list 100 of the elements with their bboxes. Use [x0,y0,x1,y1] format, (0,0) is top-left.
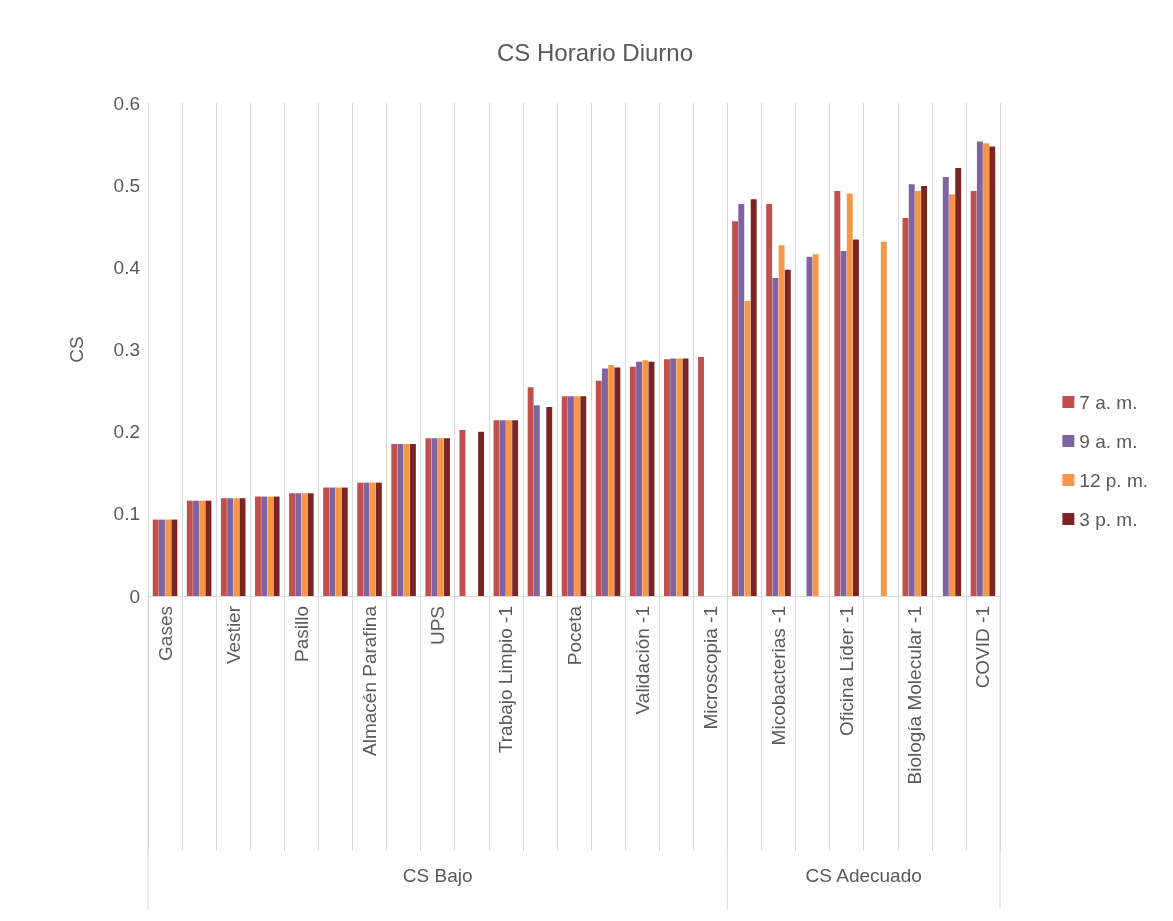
text: CS Bajo [402,864,473,886]
bar [267,496,274,596]
bar [289,493,295,596]
x-tick-label: Biología Molecular -1 [904,606,926,785]
bar [220,498,227,596]
bar [505,420,512,596]
bar [663,359,670,596]
bar [970,190,977,596]
bar [199,500,206,596]
bar [853,239,859,596]
text: CS Adecuado [805,864,922,886]
bar [608,365,615,596]
bar [908,184,915,596]
bar [478,431,485,596]
x-tick-label: Pasillo [290,606,312,662]
bar [391,443,398,596]
bar [527,387,534,596]
y-tick-label: 0.1 [113,503,140,525]
x-tick-label: Vestier [222,605,244,665]
bar [546,407,553,596]
x-tick-label: Micobacterias -1 [767,606,789,746]
legend-label: 9 a. m. [1079,430,1138,452]
x-tick-label: Microscopia -1 [699,606,721,730]
bar [403,443,410,596]
bar [676,358,683,596]
y-tick-label: 0.4 [113,256,141,278]
y-tick-label: 0.5 [113,174,140,196]
bar [614,367,621,596]
bar [567,396,574,596]
bar [409,443,416,596]
bar [732,221,739,596]
bar [989,146,996,596]
bar [227,498,234,596]
bar [846,193,853,596]
bar [595,380,602,596]
bar [580,396,587,596]
y-tick-label: 0.3 [113,339,140,360]
bar [949,194,955,596]
x-tick-label: Gases [154,606,176,661]
bar [186,500,193,596]
bar [636,361,643,596]
bar [880,241,887,596]
bar [261,496,268,596]
bar [784,269,791,596]
bar [629,366,636,596]
bar [602,368,608,596]
bar [444,438,450,596]
x-tick-label: Poceta [563,605,585,666]
bar [425,438,432,596]
bar [363,482,370,596]
bar [772,278,779,596]
legend-label: 7 a. m. [1079,391,1138,413]
bar [976,141,983,596]
bar [193,500,199,596]
bar [921,185,928,596]
bar [983,143,990,596]
bar [369,482,376,596]
y-tick-label: 0.6 [113,92,140,114]
bar [942,176,949,596]
bar [295,493,302,596]
bar [307,493,314,596]
y-tick-label: 0.2 [113,421,140,443]
legend-label: 12 p. m. [1079,469,1149,491]
bar [512,420,519,596]
x-tick-label: Almacén Parafina [359,605,381,756]
bar [914,190,921,596]
bar [205,500,212,596]
x-tick-label: Oficina Líder -1 [836,606,858,736]
bar [698,356,704,596]
bar [806,256,813,596]
bar [459,430,466,596]
bar [955,167,962,596]
y-axis-title: CS [66,336,87,363]
bar [533,405,540,596]
bar [561,396,568,596]
chart-title: CS Horario Diurno [496,38,694,66]
bar [152,519,159,596]
bar [329,487,336,596]
bar [834,190,841,596]
y-tick-label: 0 [129,585,140,607]
bar [165,519,172,596]
bar [766,204,773,596]
bar [574,396,581,596]
bar [642,360,649,596]
bar [273,496,280,596]
bar [171,519,178,596]
bar [255,496,261,596]
x-tick-label: UPS [427,606,449,646]
x-tick-label: COVID -1 [972,606,994,689]
x-tick-label: Trabajo Limpio -1 [495,606,517,754]
bar [738,204,745,596]
bar [431,438,438,596]
bar [375,482,382,596]
x-tick-label: Validación -1 [631,606,653,715]
bar [437,438,444,596]
bar [778,245,785,596]
bar [670,358,677,596]
bar [682,358,689,596]
bar [341,487,348,596]
bar [357,482,364,596]
